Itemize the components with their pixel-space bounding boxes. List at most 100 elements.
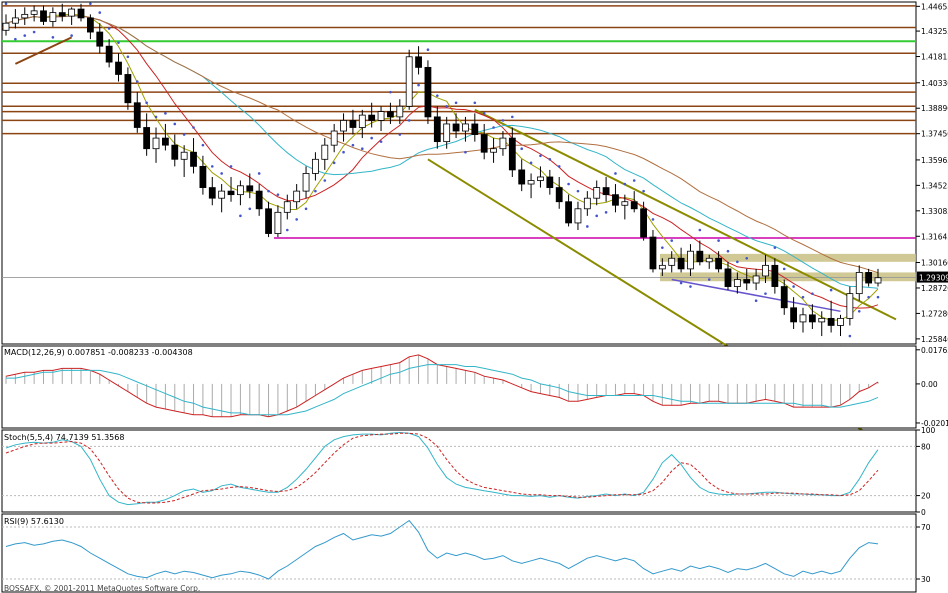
candle-body bbox=[874, 277, 882, 284]
sar-dot bbox=[436, 94, 439, 97]
sar-dot bbox=[182, 133, 186, 136]
candle-body bbox=[780, 286, 788, 309]
rsi-tick-label: 30 bbox=[921, 575, 931, 584]
sar-dot bbox=[173, 122, 177, 126]
candle-body bbox=[480, 134, 488, 153]
candle-body bbox=[499, 137, 507, 150]
macd-plot-frame bbox=[1, 345, 917, 429]
price-plot-frame bbox=[1, 1, 917, 345]
candle-body bbox=[30, 10, 38, 15]
sar-dot bbox=[276, 193, 280, 196]
candle-body bbox=[161, 137, 169, 146]
sar-dot bbox=[4, 2, 8, 6]
candle-body bbox=[49, 12, 57, 22]
candle-body bbox=[387, 111, 394, 118]
sar-dot bbox=[304, 207, 308, 211]
candle-body bbox=[602, 187, 610, 196]
sar-dot bbox=[651, 218, 655, 221]
sar-dot bbox=[604, 211, 608, 214]
macd-panel: 0.017634 0.00 -0.020193 bbox=[1, 345, 948, 429]
candle-body bbox=[433, 116, 441, 143]
sar-dot bbox=[135, 80, 139, 83]
sar-dot bbox=[670, 239, 674, 242]
footer-copyright: BOSSAFX, © 2001-2011 MetaQuotes Software… bbox=[4, 584, 200, 593]
sar-dot bbox=[23, 34, 27, 37]
sar-dot bbox=[511, 115, 514, 119]
candle-body bbox=[593, 187, 601, 199]
sar-dot bbox=[811, 292, 814, 295]
candle-body bbox=[687, 250, 694, 270]
candle-body bbox=[11, 17, 19, 24]
candle-body bbox=[133, 102, 141, 128]
sar-dot bbox=[792, 285, 795, 288]
price-panel: 1.44655 1.43255 1.41815 1.40330 1.38890 1.374… bbox=[1, 1, 948, 453]
candle-body bbox=[96, 31, 104, 47]
moving-average-red bbox=[5, 15, 879, 309]
sar-dot bbox=[492, 126, 495, 129]
sar-dot bbox=[267, 189, 270, 193]
sar-dot bbox=[51, 36, 55, 39]
current-price-box bbox=[917, 271, 948, 283]
price-tick-label: 1.40330 bbox=[921, 79, 948, 88]
sar-dot bbox=[829, 288, 833, 292]
sar-dot bbox=[257, 172, 261, 175]
candle-body bbox=[574, 208, 582, 224]
candle-body bbox=[724, 268, 732, 287]
candle-body bbox=[2, 22, 10, 31]
sar-dot bbox=[229, 165, 233, 168]
price-tick-label: 1.30160 bbox=[921, 259, 948, 268]
sar-dot bbox=[285, 228, 289, 232]
sar-dot bbox=[782, 267, 786, 271]
stochastic-plot-frame bbox=[1, 429, 917, 513]
sar-dot bbox=[314, 189, 317, 193]
price-tick-label: 1.37450 bbox=[921, 130, 948, 139]
sar-dot bbox=[857, 310, 861, 313]
stochastic-tick-label: 20 bbox=[921, 492, 931, 501]
sar-dot bbox=[801, 295, 805, 299]
candle-body bbox=[396, 105, 404, 118]
stochastic-signal-line bbox=[5, 432, 879, 504]
sar-dot bbox=[248, 207, 252, 211]
stochastic-label: Stoch(5,5,4) 74.7139 51.3568 bbox=[4, 433, 124, 442]
sar-dot bbox=[239, 214, 242, 218]
candle-body bbox=[424, 66, 432, 118]
candle-body bbox=[190, 151, 197, 167]
candle-body bbox=[180, 151, 188, 160]
candle-body bbox=[293, 190, 301, 203]
price-tick-label: 1.31645 bbox=[921, 232, 948, 241]
candle-body bbox=[452, 123, 460, 132]
sar-dot bbox=[145, 101, 148, 105]
sar-dot bbox=[632, 179, 636, 182]
candle-body bbox=[865, 272, 873, 284]
sar-dot bbox=[379, 140, 383, 143]
candle-body bbox=[143, 127, 151, 150]
sar-dot bbox=[473, 101, 477, 105]
rsi-plot-frame bbox=[1, 513, 917, 593]
sar-dot bbox=[726, 249, 730, 253]
candle-body bbox=[762, 264, 769, 277]
candle-body bbox=[349, 120, 357, 128]
sar-dot bbox=[736, 260, 739, 264]
rsi-panel: 70 30 bbox=[1, 513, 931, 593]
sar-dot bbox=[698, 228, 702, 232]
sar-dot bbox=[154, 115, 158, 119]
candle-body bbox=[715, 257, 723, 270]
candle-body bbox=[555, 187, 563, 203]
candle-body bbox=[583, 197, 591, 210]
sar-dot bbox=[192, 126, 195, 129]
price-tick-label: 1.27280 bbox=[921, 309, 948, 318]
candle-body bbox=[330, 130, 338, 146]
sar-dot bbox=[107, 27, 111, 30]
candle-body bbox=[677, 257, 685, 270]
sar-dot bbox=[32, 30, 36, 34]
sar-dot bbox=[201, 143, 205, 147]
candle-body bbox=[68, 8, 76, 17]
sar-dot bbox=[70, 34, 73, 37]
candle-body bbox=[471, 123, 479, 135]
sar-dot bbox=[642, 189, 645, 193]
candle-body bbox=[58, 12, 66, 17]
candle-body bbox=[171, 144, 179, 160]
candle-body bbox=[630, 201, 638, 210]
sar-dot bbox=[754, 299, 758, 302]
candle-body bbox=[771, 264, 779, 287]
